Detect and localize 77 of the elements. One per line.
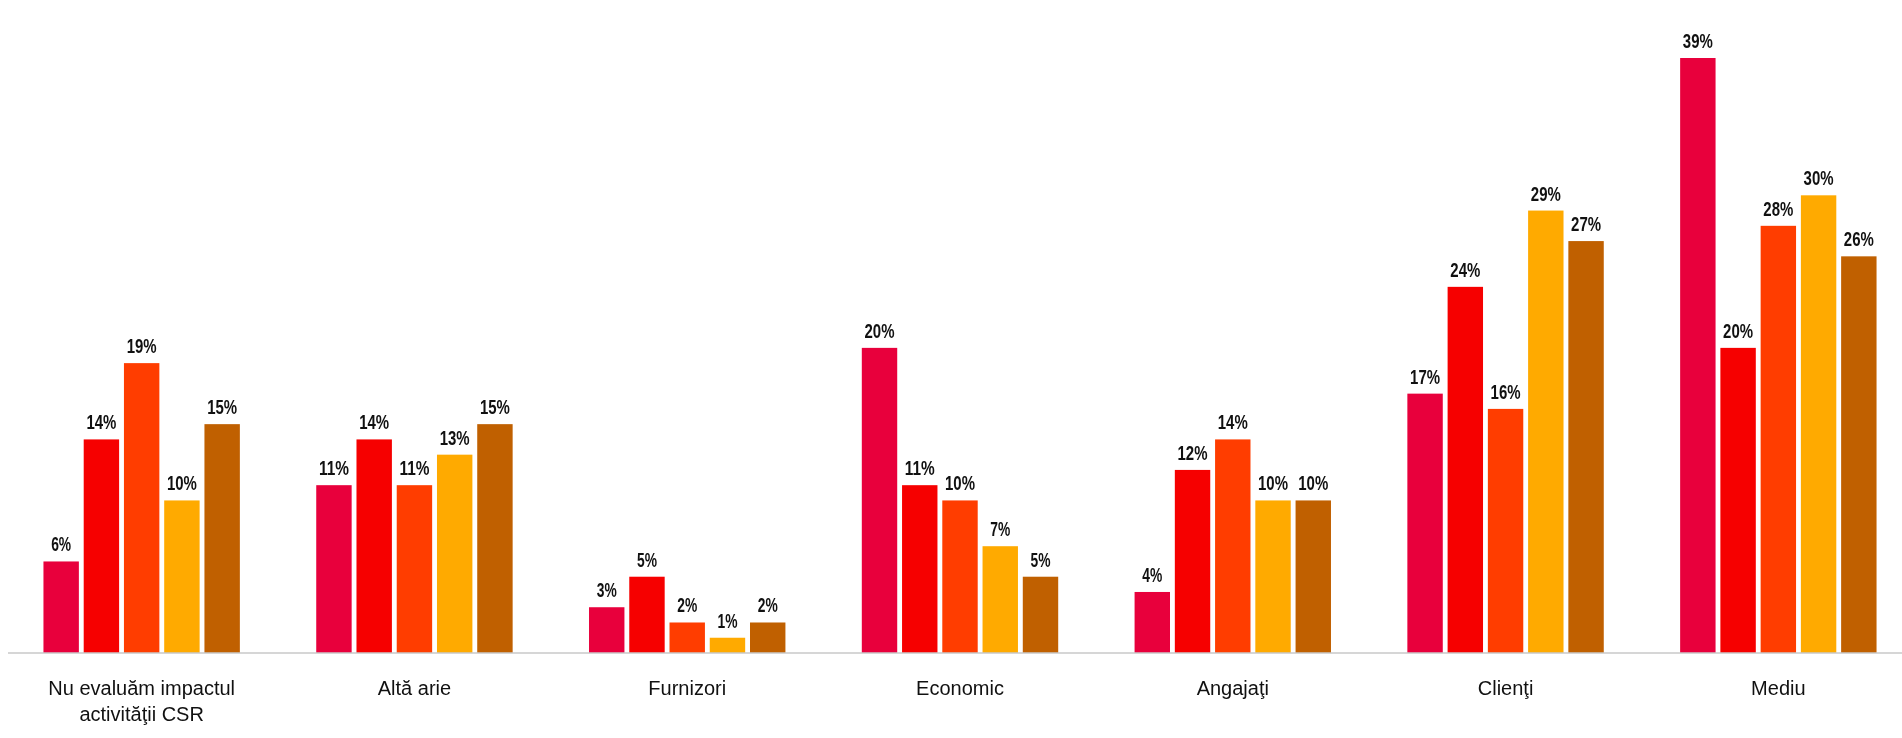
bar xyxy=(83,439,120,653)
data-label: 15% xyxy=(479,396,520,419)
bar xyxy=(750,622,786,653)
bar xyxy=(356,439,392,653)
data-label: 2% xyxy=(677,594,707,617)
bar xyxy=(709,637,746,653)
x-tick-label: Furnizori xyxy=(648,677,727,699)
bar xyxy=(1720,347,1756,653)
data-label: 11% xyxy=(399,457,439,480)
data-label: 20% xyxy=(864,319,905,342)
bar xyxy=(164,500,200,653)
data-label: 2% xyxy=(757,594,787,617)
data-label: 3% xyxy=(596,579,626,602)
data-label: 17% xyxy=(1410,365,1451,388)
bar xyxy=(1841,256,1877,653)
bar xyxy=(669,622,705,653)
bar xyxy=(1295,500,1331,653)
data-label: 11% xyxy=(904,457,944,480)
bar xyxy=(1528,210,1564,653)
data-label: 4% xyxy=(1142,563,1172,586)
x-tick-label: Angajaţi xyxy=(1196,677,1269,699)
bar xyxy=(1174,469,1211,653)
bar xyxy=(1760,225,1797,653)
bar xyxy=(1215,439,1251,653)
bar xyxy=(1447,286,1484,653)
x-tick-label: Nu evaluăm impactul activităţii CSR xyxy=(48,677,236,725)
data-label: 10% xyxy=(1258,472,1299,495)
bar xyxy=(204,424,240,653)
data-label: 15% xyxy=(207,396,248,419)
data-label: 26% xyxy=(1843,228,1884,251)
x-tick-label: Economic xyxy=(916,677,1004,699)
bar xyxy=(1487,408,1524,653)
bar xyxy=(1407,393,1443,653)
data-label: 30% xyxy=(1803,167,1844,190)
data-label: 12% xyxy=(1177,441,1218,464)
data-label: 5% xyxy=(636,548,666,571)
data-label: 14% xyxy=(1217,411,1258,434)
data-label: 11% xyxy=(318,457,358,480)
data-label: 10% xyxy=(945,472,986,495)
bar xyxy=(477,424,513,653)
data-label: 39% xyxy=(1682,30,1723,52)
bar xyxy=(1022,576,1059,653)
data-label: 20% xyxy=(1723,319,1764,342)
data-label: 16% xyxy=(1490,380,1531,403)
bar xyxy=(396,485,433,653)
data-label: 13% xyxy=(439,426,480,449)
data-label: 19% xyxy=(126,335,167,358)
x-tick-label: Mediu xyxy=(1751,677,1806,699)
bar xyxy=(942,500,978,653)
data-label: 27% xyxy=(1571,213,1612,236)
data-label: 7% xyxy=(990,518,1020,541)
bar xyxy=(589,607,625,653)
x-tick-label: Clienţi xyxy=(1477,677,1534,699)
data-label: 10% xyxy=(166,472,207,495)
bar xyxy=(316,485,352,653)
bar xyxy=(123,363,160,653)
data-label: 10% xyxy=(1298,472,1339,495)
bar xyxy=(902,485,938,653)
bar xyxy=(43,561,79,653)
data-label: 6% xyxy=(51,533,81,556)
bar xyxy=(629,576,665,653)
bar xyxy=(861,347,898,653)
bar xyxy=(1568,241,1604,653)
bar xyxy=(982,546,1018,653)
data-label: 14% xyxy=(359,411,400,434)
data-label: 5% xyxy=(1030,548,1060,571)
data-label: 28% xyxy=(1763,197,1804,220)
data-label: 14% xyxy=(86,411,127,434)
bar xyxy=(1680,58,1716,653)
bar xyxy=(1134,591,1170,653)
bar xyxy=(1255,500,1291,653)
x-tick-label: Altă arie xyxy=(377,677,452,699)
data-label: 1% xyxy=(717,609,747,632)
bar xyxy=(1800,195,1837,653)
data-label: 29% xyxy=(1530,182,1571,205)
data-label: 24% xyxy=(1450,258,1491,281)
bar xyxy=(436,454,473,653)
